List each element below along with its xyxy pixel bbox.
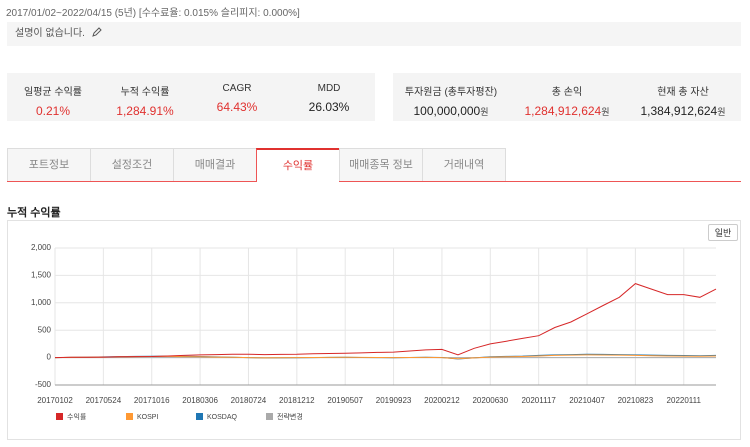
x-tick-label: 20201117 bbox=[521, 396, 556, 405]
period: 2017/01/02~2022/04/15 (5년) [수수료율: 0.015%… bbox=[6, 8, 300, 19]
description: 설명이 없습니다. bbox=[7, 22, 741, 46]
stat-label: 누적 수익률 bbox=[120, 87, 170, 98]
legend-label: 수익률 bbox=[67, 413, 87, 421]
tab[interactable]: 수익률 bbox=[256, 148, 340, 182]
stat-label: 투자원금 (총투자평잔) bbox=[404, 87, 498, 98]
chart: -500 0 500 1,000 1,500 2,000 20170102 20170524 2… bbox=[31, 243, 717, 421]
stat: CAGR 64.43% bbox=[191, 73, 283, 121]
tab[interactable]: 매매결과 bbox=[173, 148, 257, 181]
tabs: 포트정보 설정조건 매매결과 수익률 매매종목 정보 거래내역 bbox=[7, 148, 741, 182]
y-tick-label: 1,500 bbox=[31, 271, 52, 280]
x-tick-label: 20210407 bbox=[569, 396, 605, 405]
stat: 투자원금 (총투자평잔) 100,000,000원 bbox=[393, 73, 509, 121]
legend-swatch bbox=[266, 413, 273, 420]
tab[interactable]: 거래내역 bbox=[422, 148, 506, 181]
tab[interactable]: 포트정보 bbox=[7, 148, 91, 181]
series-line bbox=[54, 283, 717, 359]
stat-label: 현재 총 자산 bbox=[657, 87, 709, 98]
x-tick-label: 20171016 bbox=[134, 396, 170, 405]
stat-value: 1,284,912,624 bbox=[524, 104, 602, 118]
x-tick-label: 20220111 bbox=[667, 396, 702, 405]
stat-value-row: 100,000,000원 bbox=[393, 104, 509, 118]
stat-unit: 원 bbox=[601, 107, 610, 117]
stat-value: 26.03% bbox=[308, 100, 350, 114]
stat-value: 0.21% bbox=[35, 104, 71, 118]
legend-swatch bbox=[56, 413, 63, 420]
stat-value: 1,384,912,624 bbox=[640, 104, 718, 118]
section-title: 누적 수익률 bbox=[7, 207, 61, 219]
stat-value: 1,284.91% bbox=[116, 104, 174, 118]
stat-unit: 원 bbox=[717, 107, 726, 117]
stat-value-row: 1,284,912,624원 bbox=[509, 104, 625, 118]
x-tick-label: 20180724 bbox=[231, 396, 267, 405]
stat-value: 100,000,000 bbox=[413, 104, 481, 118]
legend-label: 전략변경 bbox=[277, 412, 303, 421]
x-tick-label: 20170524 bbox=[86, 396, 122, 405]
x-tick-label: 20190923 bbox=[376, 396, 412, 405]
x-tick-label: 20200630 bbox=[472, 396, 508, 405]
stat: 일평균 수익률 0.21% bbox=[7, 73, 99, 121]
legend-swatch bbox=[196, 413, 203, 420]
description-text: 설명이 없습니다. bbox=[15, 28, 85, 39]
tab[interactable]: 설정조건 bbox=[90, 148, 174, 181]
x-tick-label: 20210823 bbox=[618, 396, 654, 405]
y-tick-label: 2,000 bbox=[31, 243, 52, 252]
stat: 현재 총 자산 1,384,912,624원 bbox=[625, 73, 741, 121]
stat-label: MDD bbox=[317, 83, 341, 94]
stat-value: 64.43% bbox=[216, 100, 258, 114]
y-tick-label: 1,000 bbox=[31, 298, 52, 307]
x-tick-label: 20181212 bbox=[279, 396, 315, 405]
tab[interactable]: 매매종목 정보 bbox=[339, 148, 423, 181]
x-tick-label: 20170102 bbox=[37, 396, 73, 405]
y-tick-label: 500 bbox=[38, 325, 52, 334]
stat: 누적 수익률 1,284.91% bbox=[99, 73, 191, 121]
view-button[interactable]: 일반 bbox=[708, 224, 738, 241]
x-tick-label: 20180306 bbox=[182, 396, 218, 405]
stats-right: 투자원금 (총투자평잔) 100,000,000원 총 손익 1,284,912,62… bbox=[393, 73, 741, 121]
y-tick-label: 0 bbox=[47, 353, 52, 362]
legend-label: KOSDAQ bbox=[207, 414, 238, 421]
stats-left: 일평균 수익률 0.21% 누적 수익률 1,284.91% CAGR 64.43% MDD… bbox=[7, 73, 375, 121]
x-tick-label: 20200212 bbox=[424, 396, 460, 405]
edit-icon[interactable] bbox=[91, 27, 102, 37]
stat: 총 손익 1,284,912,624원 bbox=[509, 73, 625, 121]
chart-box: -500 0 500 1,000 1,500 2,000 20170102 20170524 2… bbox=[7, 220, 741, 440]
legend-swatch bbox=[126, 413, 133, 420]
stat-label: 일평균 수익률 bbox=[24, 87, 82, 98]
x-tick-label: 20190507 bbox=[327, 396, 363, 405]
stat-label: CAGR bbox=[222, 83, 252, 94]
y-tick-label: -500 bbox=[35, 380, 52, 389]
legend-label: KOSPI bbox=[137, 414, 158, 421]
stat: MDD 26.03% bbox=[283, 73, 375, 121]
stat-label: 총 손익 bbox=[551, 87, 583, 98]
stat-value-row: 1,384,912,624원 bbox=[625, 104, 741, 118]
stat-unit: 원 bbox=[480, 107, 489, 117]
